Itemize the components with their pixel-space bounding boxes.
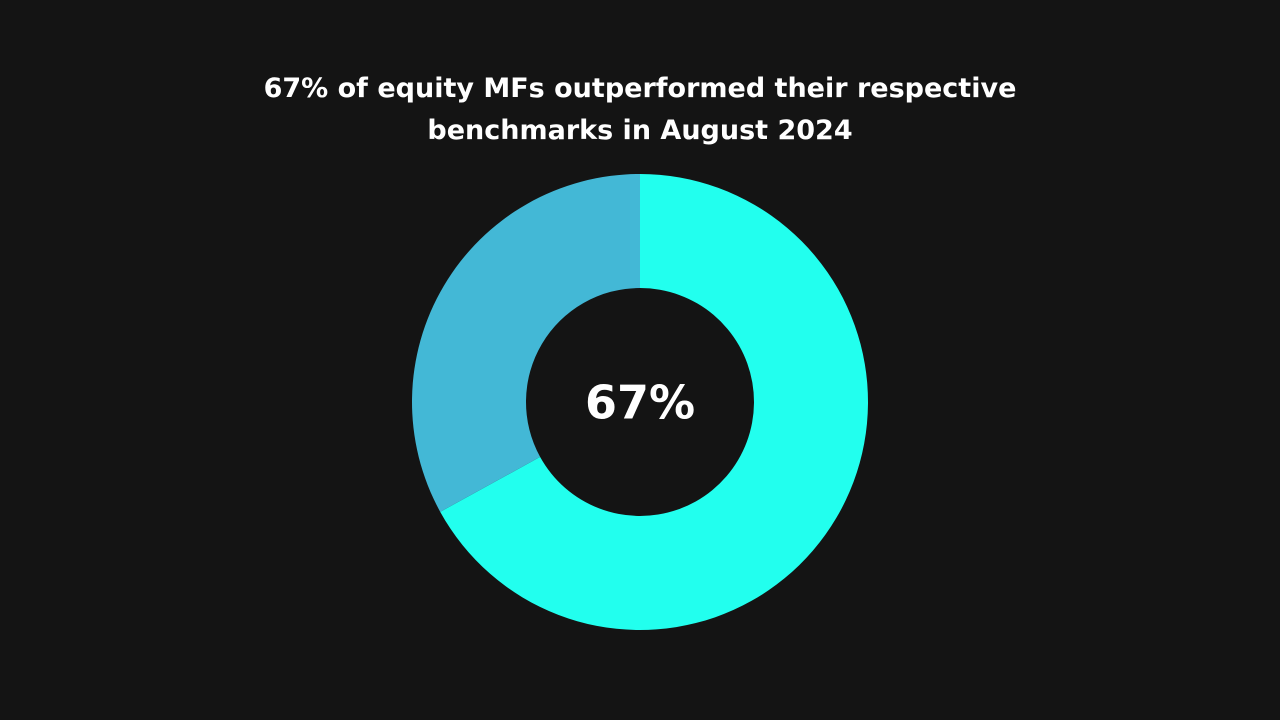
chart-title-line-2: benchmarks in August 2024 bbox=[427, 115, 853, 146]
donut-center-label: 67% bbox=[585, 376, 695, 430]
donut-slice-1 bbox=[440, 174, 868, 630]
chart-title-line-1: 67% of equity MFs outperformed their res… bbox=[263, 73, 1017, 104]
donut-slice-2 bbox=[412, 174, 640, 512]
donut-slices bbox=[412, 174, 868, 630]
chart-title: 67% of equity MFs outperformed their res… bbox=[240, 68, 1040, 152]
